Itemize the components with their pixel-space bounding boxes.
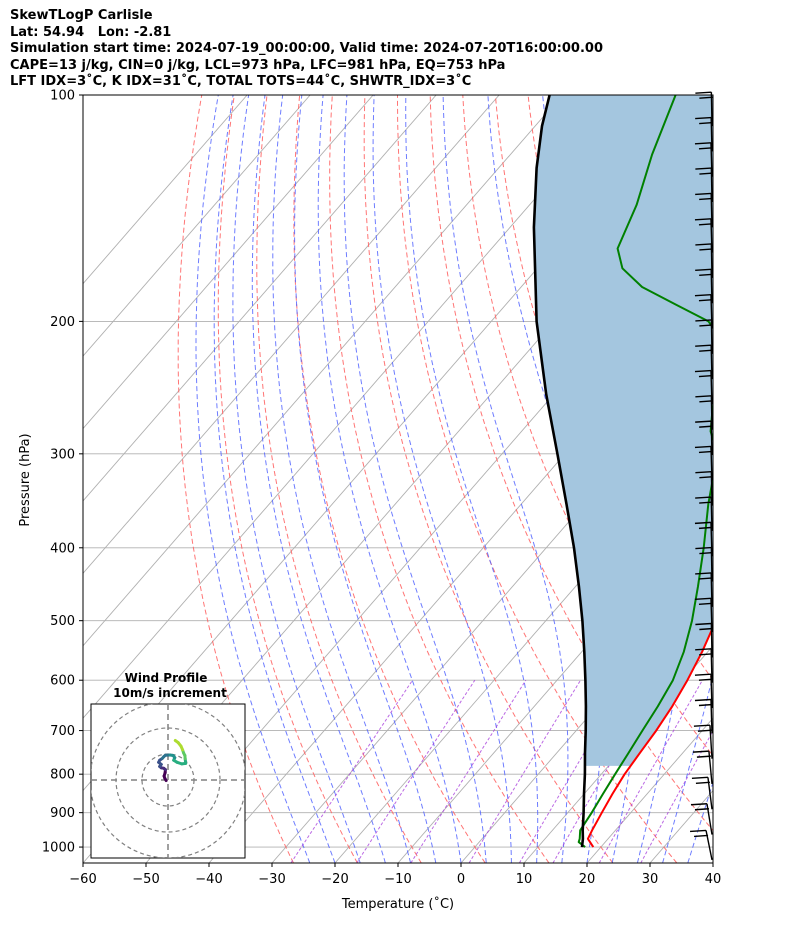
- x-tick-label: 30: [642, 872, 659, 887]
- dewpoint-line: [577, 95, 713, 848]
- x-tick-label: 10: [516, 872, 533, 887]
- y-tick-label: 1000: [42, 841, 75, 856]
- moist-adiabat-line: [712, 861, 713, 863]
- isotherm-line: [83, 95, 500, 575]
- x-tick-label: −20: [321, 872, 348, 887]
- dry-adiabat-line: [724, 95, 794, 863]
- y-tick-label: 100: [50, 89, 75, 104]
- mixing-ratio-line: [468, 679, 582, 863]
- dry-adiabat-line: [329, 95, 550, 863]
- cape-area: [533, 95, 713, 766]
- isotherm-line: [83, 95, 248, 285]
- mixing-ratio-line: [410, 679, 527, 863]
- isotherm-line: [83, 95, 563, 647]
- axis-ticks: −60 −50 −40 −30 −20 −10 0 10 20 30 40 1000 900 800 700…: [42, 89, 721, 888]
- dry-adiabat-line: [293, 95, 486, 863]
- x-tick-label: 0: [457, 872, 465, 887]
- wind-barb: [695, 91, 714, 127]
- dry-adiabat-line: [217, 95, 358, 863]
- moist-adiabat-line: [195, 95, 311, 863]
- isotherm-line: [397, 500, 713, 863]
- x-tick-label: 40: [705, 872, 722, 887]
- x-axis-label: Temperature (˚C): [341, 896, 454, 912]
- mixing-ratio-line: [640, 729, 713, 863]
- y-tick-label: 900: [50, 806, 75, 821]
- temperature-line: [586, 624, 713, 848]
- hodograph: Wind Profile 10m/s increment: [90, 671, 246, 859]
- moist-adiabat-line: [405, 95, 539, 863]
- location-line: Lat: 54.94 Lon: -2.81: [10, 24, 172, 40]
- wind-barb: [691, 776, 713, 810]
- wind-barb: [694, 293, 714, 329]
- chart-header: SkewTLogP Carlisle Lat: 54.94 Lon: -2.81…: [10, 8, 603, 91]
- wind-barb: [694, 521, 714, 557]
- wind-barb: [694, 698, 714, 734]
- wind-barb: [694, 369, 714, 405]
- moist-adiabat-line: [251, 95, 386, 863]
- wind-barb: [690, 829, 713, 861]
- y-tick-label: 400: [50, 541, 75, 556]
- time-line: Simulation start time: 2024-07-19_00:00:…: [10, 41, 603, 56]
- wind-barb: [694, 218, 714, 253]
- wind-barb: [690, 803, 713, 835]
- index-line: LFT IDX=3˚C, K IDX=31˚C, TOTAL TOTS=44˚C…: [10, 74, 472, 89]
- isotherm-line: [83, 95, 311, 357]
- wind-barb: [694, 142, 714, 177]
- y-tick-label: 500: [50, 614, 75, 629]
- dry-adiabat-line: [256, 95, 422, 863]
- x-tick-label: −30: [258, 872, 285, 887]
- hodograph-title: Wind Profile: [125, 671, 208, 685]
- mixing-ratio-line: [356, 679, 476, 863]
- moist-adiabat-line: [343, 95, 487, 863]
- wind-barbs: [690, 91, 714, 861]
- moist-adiabat-line: [738, 95, 794, 863]
- moist-adiabat-line: [372, 95, 512, 863]
- y-axis-label: Pressure (hPa): [18, 433, 33, 526]
- isotherm-line: [460, 572, 713, 863]
- wind-barb: [692, 750, 713, 785]
- parcel-line: [532, 95, 588, 848]
- isotherm-line: [712, 862, 713, 863]
- x-tick-label: −40: [195, 872, 222, 887]
- moist-adiabat-line: [213, 95, 336, 863]
- dry-adiabat-line: [789, 95, 794, 863]
- y-tick-label: 600: [50, 674, 75, 689]
- isotherm-line: [83, 95, 437, 502]
- wind-barb: [694, 445, 714, 481]
- chart-title: SkewTLogP Carlisle: [10, 8, 153, 23]
- x-tick-label: −60: [69, 872, 96, 887]
- dry-adiabat-line: [757, 95, 794, 863]
- moist-adiabat-line: [294, 95, 437, 863]
- isotherm-line: [83, 95, 374, 430]
- wind-barb: [693, 724, 713, 759]
- y-tick-label: 800: [50, 768, 75, 783]
- x-tick-label: 20: [579, 872, 596, 887]
- cape-fill-layer: [533, 95, 713, 766]
- moist-adiabat-line: [317, 95, 462, 863]
- y-tick-label: 200: [50, 315, 75, 330]
- y-tick-label: 700: [50, 724, 75, 739]
- dry-adiabat-line: [363, 95, 614, 863]
- mixing-ratio-line: [598, 679, 703, 863]
- moist-adiabat-line: [232, 95, 361, 863]
- isotherm-line: [83, 95, 626, 719]
- cape-line: CAPE=13 j/kg, CIN=0 j/kg, LCL=973 hPa, L…: [10, 57, 506, 73]
- x-tick-label: −50: [132, 872, 159, 887]
- wind-barb: [694, 673, 714, 709]
- isotherm-line: [208, 283, 713, 863]
- y-tick-label: 300: [50, 447, 75, 462]
- wind-barb: [694, 597, 714, 633]
- dry-adiabat-line: [462, 95, 713, 757]
- hodograph-segment: [173, 738, 180, 745]
- isotherm-line: [271, 355, 713, 863]
- profile-layer: [532, 95, 713, 848]
- x-tick-label: −10: [384, 872, 411, 887]
- moist-adiabat-line: [442, 95, 569, 863]
- hodograph-subtitle: 10m/s increment: [113, 686, 227, 700]
